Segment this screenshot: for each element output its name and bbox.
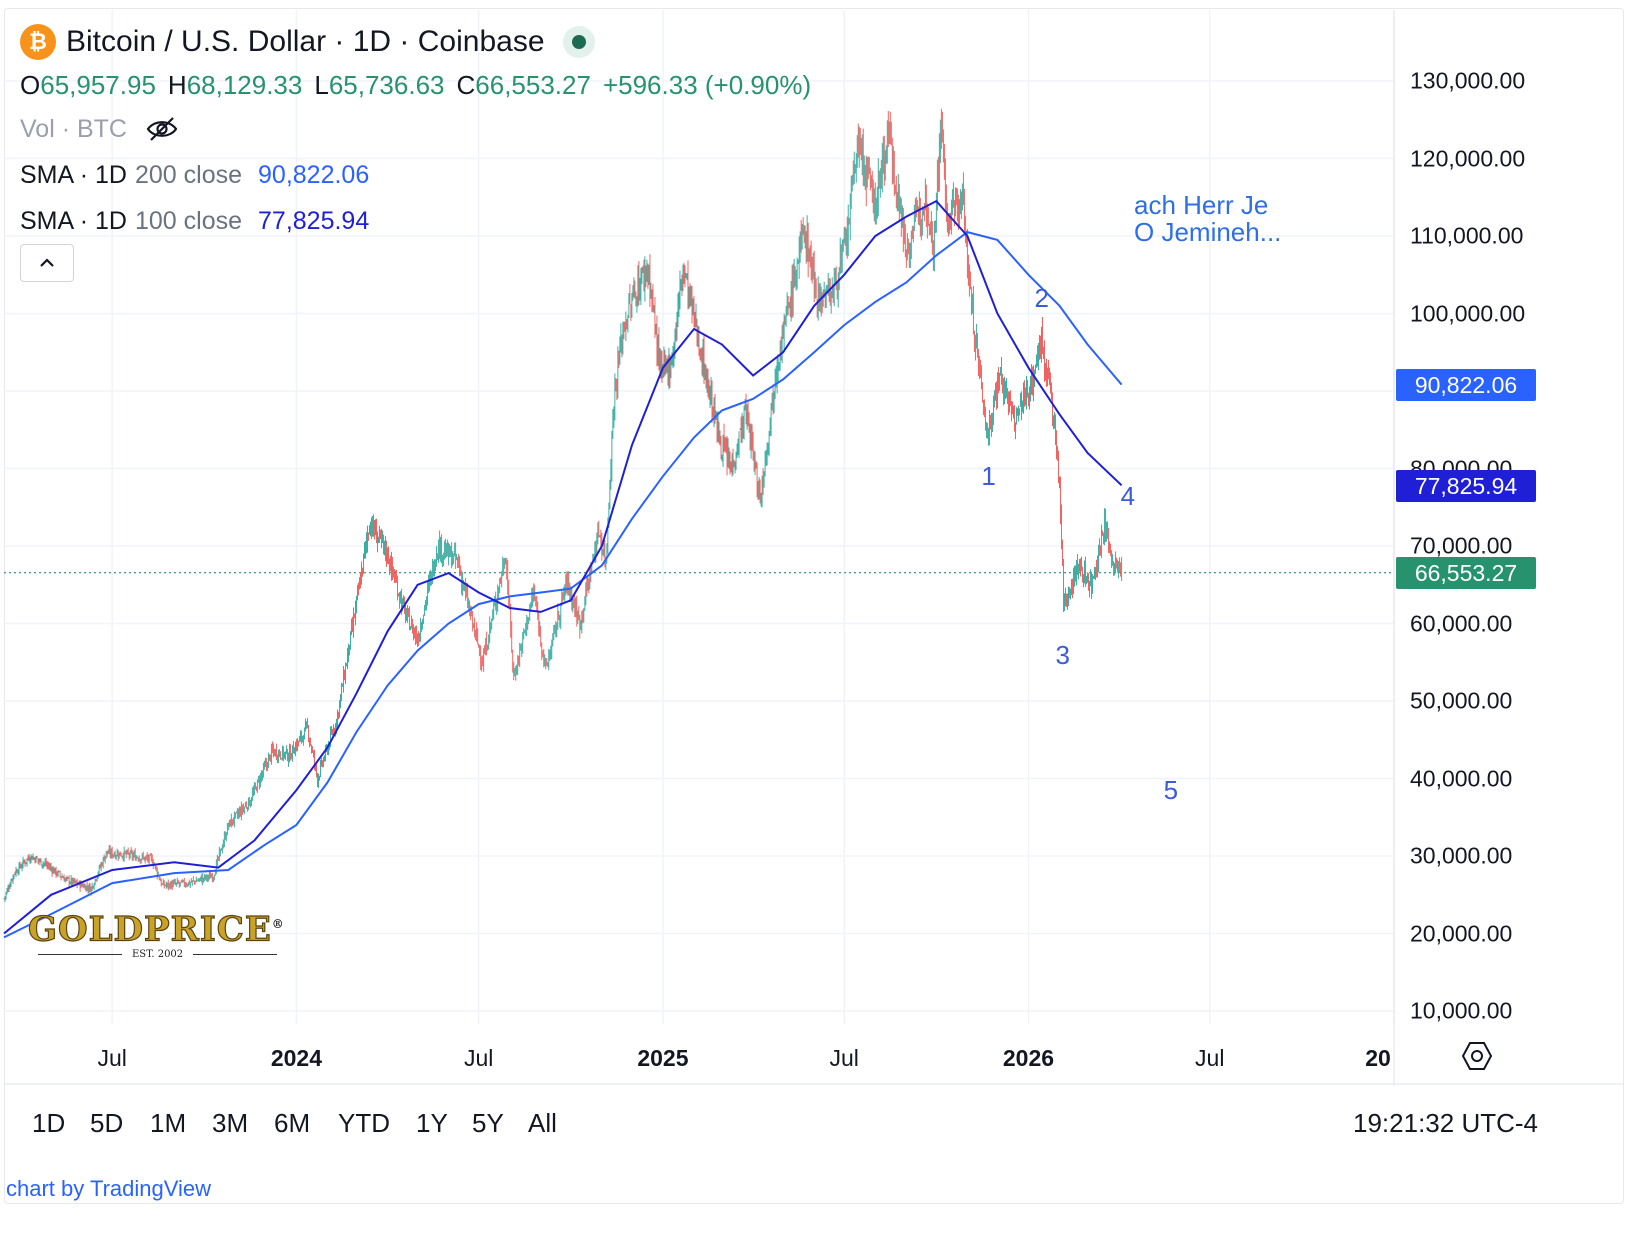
price-axis-label: 100,000.00 xyxy=(1410,300,1526,326)
range-5d-button[interactable]: 5D xyxy=(90,1108,124,1138)
eye-crossed-icon[interactable] xyxy=(145,115,179,143)
bitcoin-icon: ₿ xyxy=(20,24,56,60)
price-axis-label: 40,000.00 xyxy=(1410,765,1513,791)
sma-100-params: 100 close xyxy=(134,206,243,235)
timezone-clock[interactable]: 19:21:32 UTC-4 xyxy=(1353,1108,1538,1138)
close-value: 66,553.27 xyxy=(475,69,591,100)
goldprice-watermark: GOLDPRICE® EST. 2002 xyxy=(27,906,287,961)
wave-label-3: 3 xyxy=(1055,639,1070,670)
sma-200-legend[interactable]: SMA · 1D 200 close 90,822.06 xyxy=(20,152,811,198)
price-axis-label: 30,000.00 xyxy=(1410,842,1513,869)
collapse-legend-button[interactable] xyxy=(20,244,74,282)
time-axis-label: Jul xyxy=(1195,1045,1225,1071)
axis-settings-icon[interactable] xyxy=(1462,1040,1492,1072)
time-axis-label: 2024 xyxy=(270,1045,322,1071)
price-axis-label: 60,000.00 xyxy=(1410,610,1513,636)
low-key: L xyxy=(314,69,329,100)
range-1m-button[interactable]: 1M xyxy=(150,1108,187,1138)
market-status-icon[interactable] xyxy=(562,26,595,58)
chart-grid xyxy=(4,10,1624,1086)
range-all-button[interactable]: All xyxy=(528,1108,557,1138)
price-axis-label: 20,000.00 xyxy=(1410,920,1513,946)
sma-200-params: 200 close xyxy=(134,160,243,189)
volume-indicator[interactable]: Vol · BTC xyxy=(20,106,811,152)
sma-100-legend[interactable]: SMA · 1D 100 close 77,825.94 xyxy=(20,198,811,244)
time-axis-label: 20 xyxy=(1365,1045,1391,1071)
price-change: +596.33 (+0.90%) xyxy=(602,69,812,100)
chevron-up-icon xyxy=(40,258,54,267)
annotation-line-1: ach Herr Je xyxy=(1134,190,1269,220)
price-axis-label: 130,000.00 xyxy=(1410,67,1526,94)
sma-200-line xyxy=(3,231,1123,939)
annotation-note: ach Herr Je O Jemineh... xyxy=(1134,192,1281,246)
high-key: H xyxy=(167,69,187,100)
wave-label-4: 4 xyxy=(1120,480,1136,511)
price-axis-label: 120,000.00 xyxy=(1410,145,1526,171)
range-1y-button[interactable]: 1Y xyxy=(416,1108,448,1138)
annotation-line-2: O Jemineh... xyxy=(1134,217,1282,247)
price-axis-label: 70,000.00 xyxy=(1410,532,1513,559)
price-axis-label: 10,000.00 xyxy=(1410,997,1513,1024)
symbol-title[interactable]: Bitcoin / U.S. Dollar · 1D · Coinbase xyxy=(66,25,545,58)
time-axis-label: 2025 xyxy=(637,1045,689,1071)
time-axis-label: 2026 xyxy=(1002,1045,1055,1071)
sma-series xyxy=(3,199,1123,939)
range-3m-button[interactable]: 3M xyxy=(212,1108,249,1138)
tradingview-credit-link[interactable]: chart by TradingView xyxy=(6,1176,212,1201)
open-key: O xyxy=(20,69,41,100)
symbol-title-row[interactable]: ₿ Bitcoin / U.S. Dollar · 1D · Coinbase xyxy=(20,20,811,64)
close-key: C xyxy=(456,69,476,100)
volume-label: Vol · BTC xyxy=(20,114,127,143)
wave-label-2: 2 xyxy=(1034,283,1049,313)
chart-frame xyxy=(4,8,1624,1204)
sma-100-price-tag: 77,825.94 xyxy=(1396,470,1536,502)
sma-200-name: SMA · 1D xyxy=(20,160,127,189)
low-value: 65,736.63 xyxy=(328,69,445,100)
sma-100-name: SMA · 1D xyxy=(20,206,127,235)
sma-100-value: 77,825.94 xyxy=(258,206,370,235)
chart-legend: ₿ Bitcoin / U.S. Dollar · 1D · Coinbase … xyxy=(20,20,811,244)
watermark-sub: EST. 2002 xyxy=(28,949,287,960)
sma-200-value: 90,822.06 xyxy=(258,160,370,189)
open-value: 65,957.95 xyxy=(40,69,156,100)
sma-200-price-tag: 90,822.06 xyxy=(1396,369,1536,401)
wave-label-1: 1 xyxy=(981,461,996,492)
time-axis-label: Jul xyxy=(829,1045,859,1071)
range-5y-button[interactable]: 5Y xyxy=(472,1108,504,1138)
time-axis-label: Jul xyxy=(97,1045,127,1071)
watermark-brand: GOLDPRICE® xyxy=(27,909,285,950)
high-value: 68,129.33 xyxy=(186,69,303,100)
candlestick-series xyxy=(3,108,1123,903)
chart-canvas[interactable] xyxy=(0,0,1628,1086)
range-1d-button[interactable]: 1D xyxy=(32,1108,66,1138)
wave-label-5: 5 xyxy=(1163,775,1179,806)
time-axis-label: Jul xyxy=(463,1045,494,1071)
price-axis-label: 50,000.00 xyxy=(1410,687,1513,714)
sma-100-line xyxy=(3,199,1123,935)
ohlc-values: O 65,957.95 H 68,129.33 L 65,736.63 C 66… xyxy=(20,64,811,106)
range-6m-button[interactable]: 6M xyxy=(274,1108,311,1138)
range-ytd-button[interactable]: YTD xyxy=(338,1108,390,1138)
range-selector-bar: 1D 5D 1M 3M 6M YTD 1Y 5Y All 19:21:32 UT… xyxy=(4,1086,1624,1158)
price-axis-label: 110,000.00 xyxy=(1410,222,1524,249)
last-price-tag: 66,553.27 xyxy=(1396,557,1536,589)
